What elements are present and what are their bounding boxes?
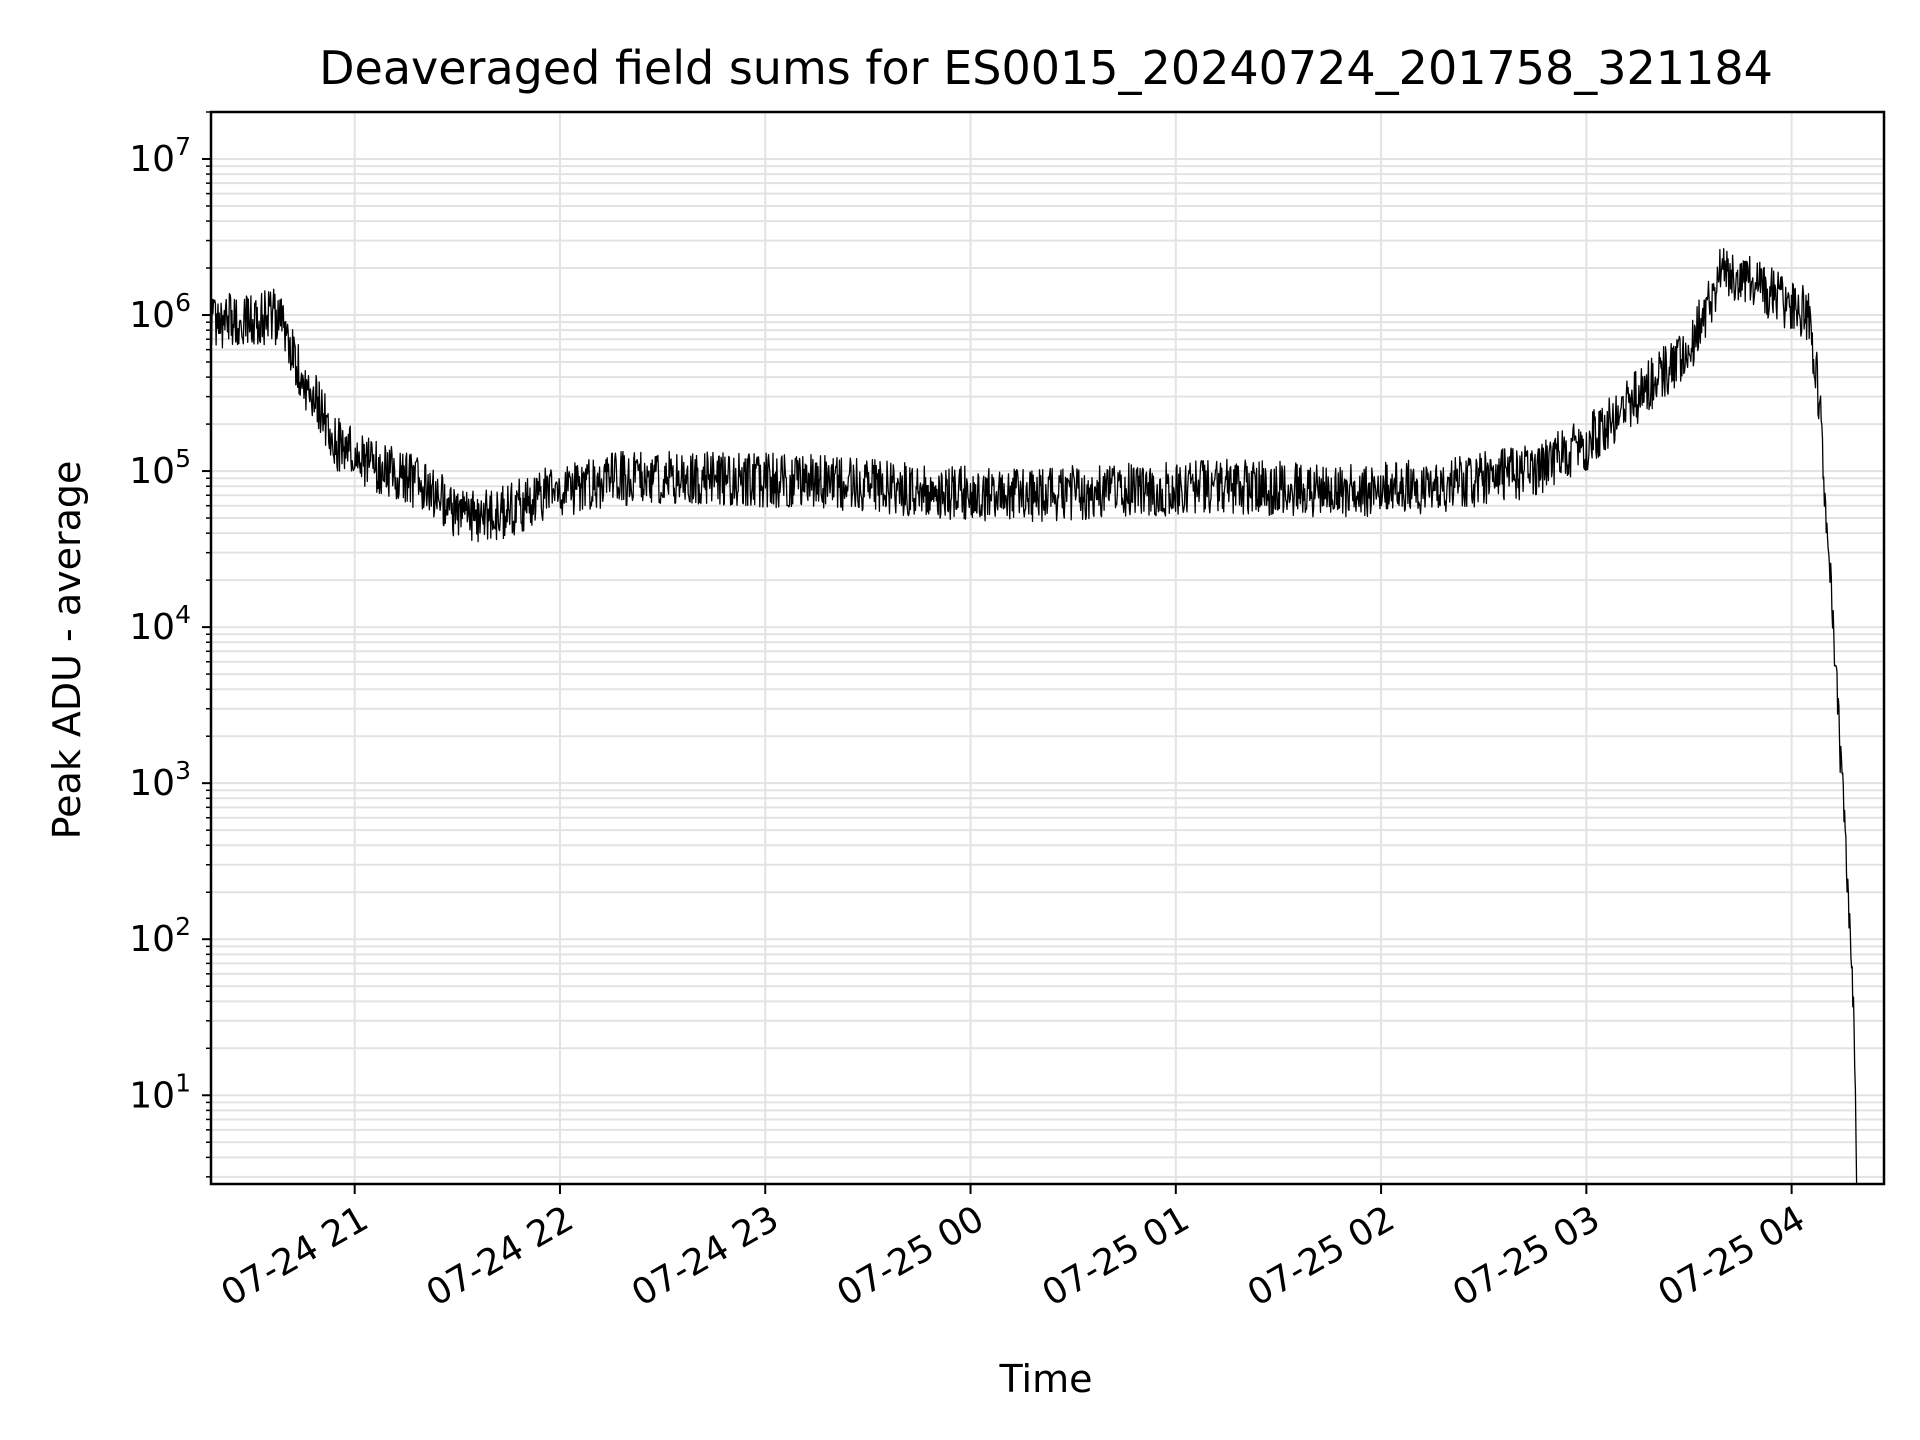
y-tick-label: 107: [129, 132, 191, 180]
x-axis-label: Time: [999, 1357, 1093, 1401]
y-tick-label: 106: [129, 288, 191, 336]
tick-marks: [202, 111, 1793, 1194]
y-tick-labels: 101 102 103 104 105 106 107: [129, 132, 191, 1116]
y-tick-label: 102: [129, 912, 191, 960]
y-tick-label: 101: [129, 1068, 191, 1116]
y-axis-label: Peak ADU - average: [45, 461, 89, 840]
y-tick-label: 105: [129, 444, 191, 492]
major-grid: [211, 112, 1884, 1184]
y-tick-label: 104: [129, 600, 191, 648]
series-line: [210, 247, 1858, 1185]
minor-grid: [211, 111, 1884, 1178]
chart-title: Deaveraged field sums for ES0015_2024072…: [319, 41, 1773, 95]
y-tick-label: 103: [129, 756, 191, 804]
plot-frame: [209, 110, 1886, 1186]
